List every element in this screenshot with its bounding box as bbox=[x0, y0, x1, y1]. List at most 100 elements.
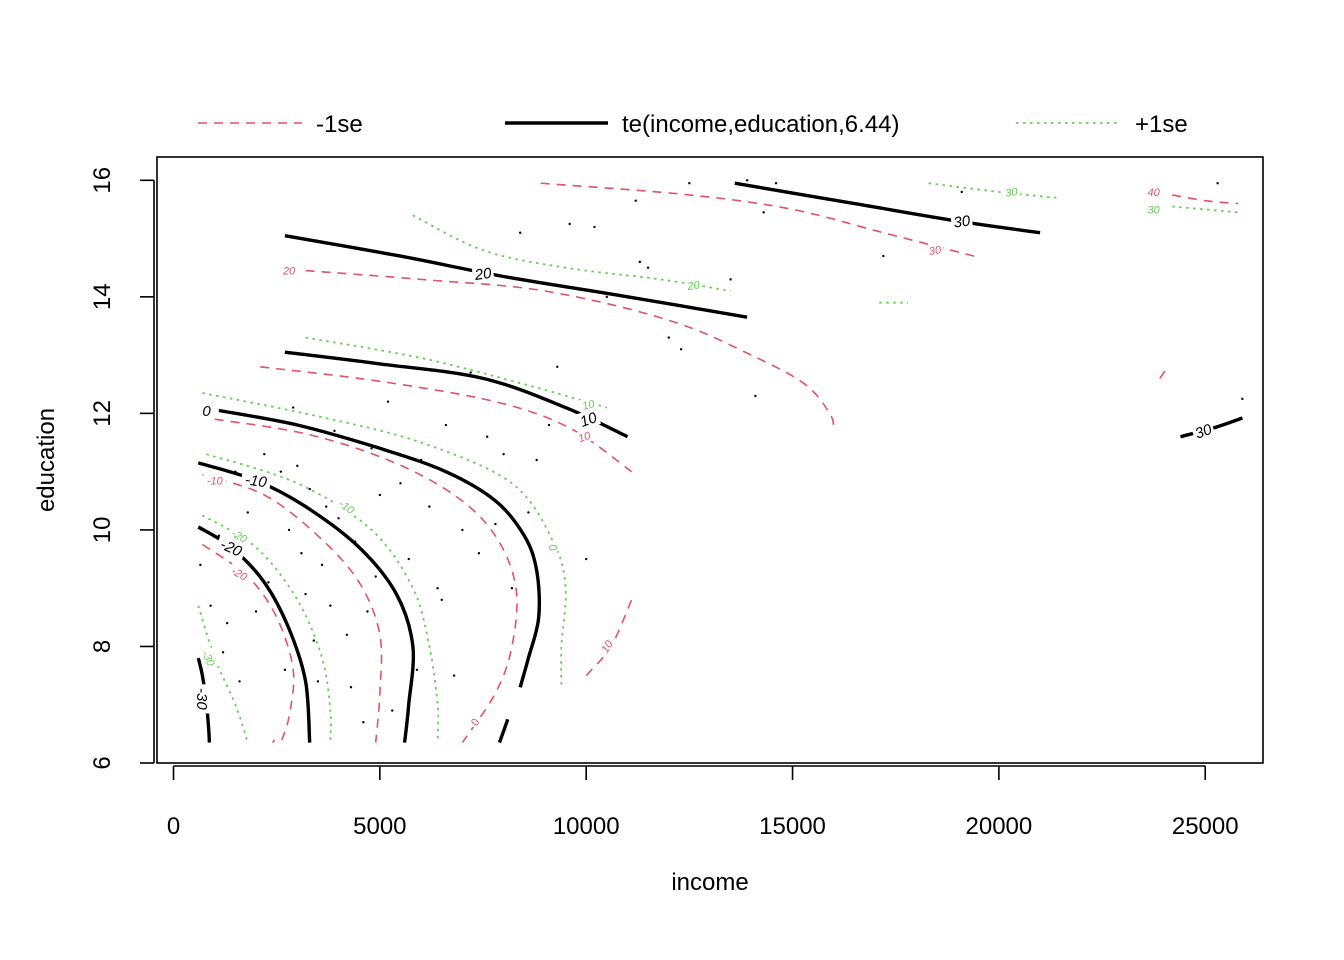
contour-label: 20 bbox=[280, 264, 298, 278]
contour-minus_se: -10 bbox=[202, 473, 383, 743]
legend-label-minus_se: -1se bbox=[316, 111, 363, 138]
contour-label: 0 bbox=[545, 540, 562, 555]
data-point bbox=[436, 586, 439, 590]
data-point bbox=[638, 260, 642, 264]
contour-line bbox=[218, 408, 542, 688]
contour-label-text: 10 bbox=[581, 398, 597, 413]
data-point bbox=[729, 278, 732, 281]
data-point bbox=[428, 505, 431, 508]
contour-line bbox=[197, 461, 416, 743]
contour-line bbox=[585, 599, 633, 677]
contour-label-bg bbox=[574, 427, 594, 446]
contour-line bbox=[197, 605, 249, 743]
contour-minus_se: 30 bbox=[540, 182, 975, 259]
data-point bbox=[556, 365, 559, 368]
data-point bbox=[646, 266, 650, 269]
contour-minus_se bbox=[271, 739, 276, 744]
contour-line bbox=[1172, 194, 1239, 205]
data-point bbox=[882, 254, 885, 258]
data-point bbox=[246, 511, 249, 514]
data-point bbox=[762, 211, 765, 214]
data-point bbox=[337, 517, 340, 520]
contour-label-bg bbox=[466, 715, 483, 730]
contour-label: -10 bbox=[333, 494, 360, 519]
x-tick-label: 5000 bbox=[353, 813, 406, 840]
data-point bbox=[667, 336, 670, 339]
contour-label: -30 bbox=[193, 684, 211, 714]
data-point bbox=[502, 452, 505, 456]
contour-label: 30 bbox=[1190, 419, 1216, 443]
legend-label-fit: te(income,education,6.44) bbox=[622, 111, 900, 138]
contour-plus_se: -10 bbox=[206, 453, 440, 743]
contour-label-bg bbox=[1145, 202, 1162, 216]
y-tick-label: 8 bbox=[89, 640, 116, 653]
y-axis: 6 8 10 12 14 16 bbox=[89, 167, 155, 770]
data-point bbox=[510, 586, 514, 590]
data-point bbox=[366, 610, 369, 613]
legend-label-plus_se: +1se bbox=[1135, 111, 1188, 138]
contour-label: 20 bbox=[684, 277, 703, 293]
contour-line bbox=[214, 418, 518, 744]
contour-fit: -30 bbox=[193, 657, 212, 743]
contour-line bbox=[1172, 205, 1239, 214]
contour-minus_se: 10 bbox=[585, 599, 633, 677]
contour-label: 10 bbox=[597, 636, 617, 657]
data-point bbox=[535, 458, 538, 462]
data-points bbox=[199, 179, 1244, 724]
contour-line bbox=[202, 392, 567, 688]
legend: -1se te(income,education,6.44) +1se bbox=[198, 111, 1188, 138]
contour-label: 20 bbox=[471, 263, 495, 284]
data-point bbox=[199, 563, 202, 567]
data-point bbox=[547, 423, 551, 427]
data-point bbox=[304, 592, 307, 596]
contour-fit: -20 bbox=[197, 525, 312, 743]
data-point bbox=[349, 686, 353, 689]
contour-label: 30 bbox=[925, 242, 945, 259]
contour-line bbox=[284, 350, 629, 439]
data-point bbox=[283, 668, 287, 671]
contour-label: 0 bbox=[200, 402, 213, 420]
contour-label-bg bbox=[333, 494, 360, 519]
contour-label: 30 bbox=[950, 211, 974, 232]
data-point bbox=[391, 709, 394, 712]
data-point bbox=[378, 493, 382, 497]
contour-label-bg bbox=[950, 211, 974, 231]
data-point bbox=[217, 534, 221, 537]
data-point bbox=[518, 231, 522, 234]
contour-label-bg bbox=[1002, 184, 1021, 200]
contour-line bbox=[201, 514, 332, 743]
contour-minus_se: -20 bbox=[201, 543, 295, 743]
contour-label-bg bbox=[203, 473, 227, 487]
contour-label-bg bbox=[200, 402, 213, 419]
contour-line bbox=[284, 234, 748, 319]
contour-minus_se bbox=[1159, 369, 1167, 379]
contour-plus_se: 10 bbox=[305, 336, 608, 413]
data-point bbox=[494, 522, 497, 526]
data-point bbox=[345, 633, 349, 637]
contour-plus_se: 20 bbox=[412, 214, 731, 293]
data-point bbox=[461, 528, 464, 532]
contour-label-bg bbox=[197, 645, 220, 672]
data-point bbox=[300, 552, 303, 555]
contour-line bbox=[271, 739, 276, 744]
contour-label-text: 40 bbox=[1147, 187, 1160, 199]
contour-label-bg bbox=[925, 242, 945, 259]
data-point bbox=[386, 400, 390, 403]
contour-label-text: 10 bbox=[577, 430, 593, 446]
contour-plus_se: 30 bbox=[1145, 202, 1239, 216]
data-point bbox=[960, 190, 963, 194]
data-point bbox=[325, 505, 328, 508]
contour-label-text: -10 bbox=[207, 475, 224, 487]
data-point bbox=[584, 557, 588, 561]
contour-fit: 20 bbox=[284, 234, 748, 319]
y-axis-title: education bbox=[33, 408, 60, 512]
contour-label: 10 bbox=[574, 427, 594, 446]
data-point bbox=[440, 598, 443, 602]
x-axis: 0 5000 10000 15000 20000 25000 bbox=[167, 765, 1239, 840]
contour-fit: 30 bbox=[734, 181, 1041, 235]
contour-label-text: 20 bbox=[473, 265, 494, 284]
contour-line bbox=[260, 366, 633, 473]
contour-label-bg bbox=[193, 684, 211, 714]
contour-label-bg bbox=[240, 469, 272, 491]
